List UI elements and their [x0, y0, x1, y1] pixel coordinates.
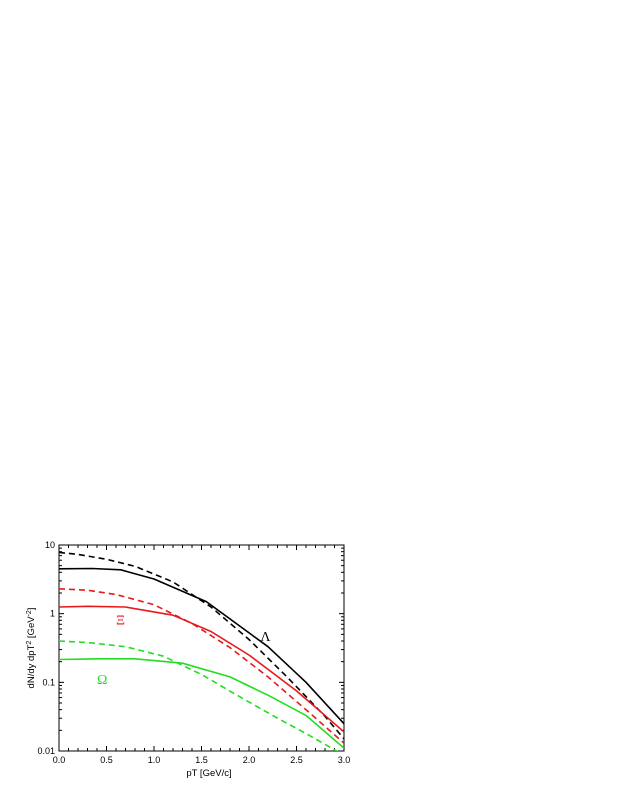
series-omega-solid: [59, 657, 344, 749]
series-xi-solid: [59, 605, 344, 733]
x-tick-label: 2.5: [290, 755, 303, 765]
y-axis-ticks: 0.01 0.1 1 10: [37, 540, 344, 756]
plot-area-border: [58, 544, 345, 752]
plot-frame: [58, 544, 345, 752]
y-tick-label: 0.1: [42, 677, 55, 687]
label-xi: Ξ: [116, 613, 125, 628]
y-axis-title-main: dN/dy dpT: [26, 644, 37, 688]
y-axis-title-sup2: -2: [26, 610, 33, 616]
x-tick-label: 3.0: [338, 755, 351, 765]
x-tick-label: 1.5: [195, 755, 208, 765]
series-omega-dashed: [59, 640, 339, 751]
x-tick-label: 0.0: [53, 755, 66, 765]
y-axis-title-sup1: 2: [26, 641, 33, 645]
series-lambda-dashed: [59, 551, 344, 740]
y-tick-label: 1: [50, 609, 55, 619]
series-lambda-solid: [59, 567, 344, 725]
series-xi-dashed: [59, 588, 344, 744]
label-lambda: Λ: [260, 630, 271, 645]
x-tick-label: 0.5: [100, 755, 113, 765]
y-tick-label: 0.01: [37, 746, 55, 756]
x-axis-title: pT [GeV/c]: [186, 768, 231, 779]
x-axis-ticks: 0.0 0.5 1.0 1.5 2.0 2.5 3.0: [53, 545, 351, 765]
y-axis-title: dN/dy dpT2 [GeV-2]: [26, 608, 38, 689]
y-tick-label: 10: [45, 540, 55, 550]
x-tick-label: 2.0: [243, 755, 256, 765]
series-layer: [59, 551, 344, 751]
y-axis-title-end: ]: [26, 608, 37, 611]
annotation-layer: Λ Ξ Ω: [97, 613, 271, 688]
y-axis-title-mid: [GeV: [26, 616, 37, 641]
x-tick-label: 1.0: [148, 755, 161, 765]
label-omega: Ω: [97, 673, 107, 688]
